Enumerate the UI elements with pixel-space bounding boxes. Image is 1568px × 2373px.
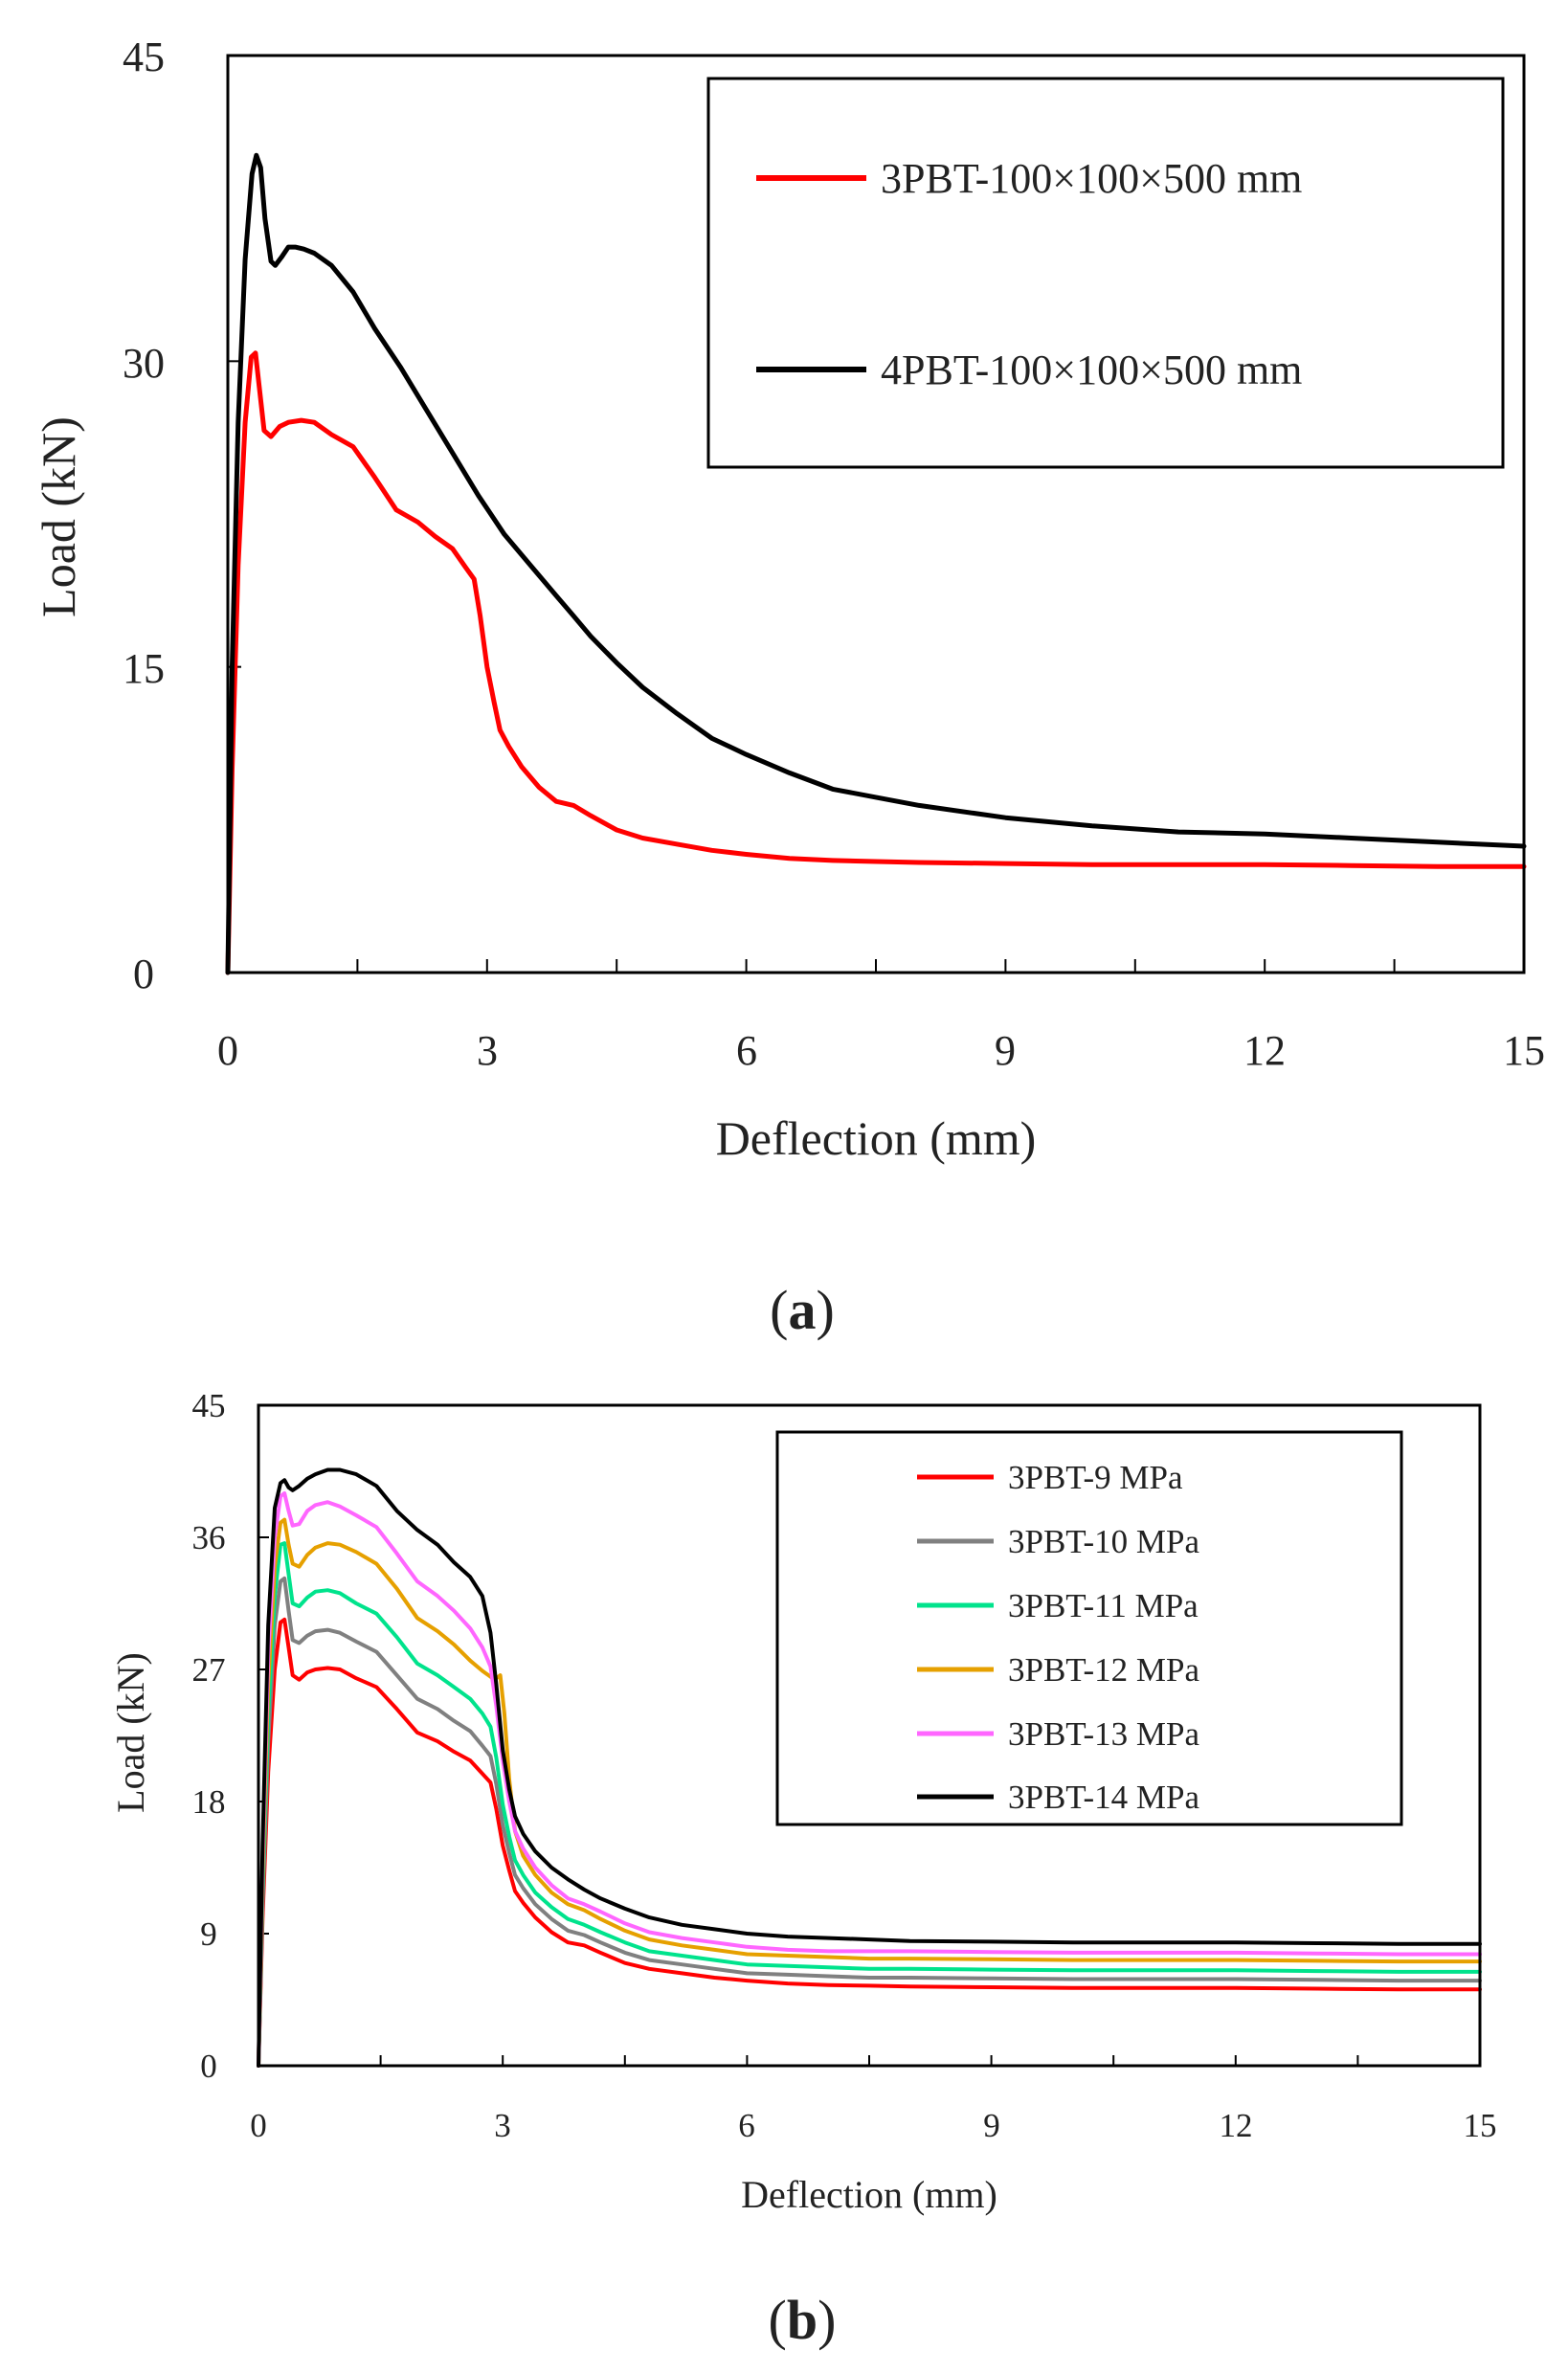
y-tick-labels: 0 15 30 45	[123, 34, 165, 997]
x-tick-label: 3	[477, 1027, 498, 1074]
panel-label-a: (a)	[770, 1279, 835, 1341]
series-line-3pbt-12-mpa	[257, 1517, 1482, 2068]
y-tick-label: 0	[133, 951, 154, 997]
legend-label-3pbt-9: 3PBT-9 MPa	[1008, 1459, 1183, 1496]
x-tick-labels: 0 3 6 9 12 15	[250, 2107, 1496, 2144]
plot-area-frame	[257, 1403, 1482, 2068]
legend-label-3pbt-10: 3PBT-10 MPa	[1008, 1523, 1199, 1560]
x-tick-label: 6	[736, 1027, 757, 1074]
series-line-3pbt-10-mpa	[257, 1576, 1482, 2068]
panel-label-b: (b)	[769, 2289, 837, 2351]
y-tick-label: 0	[200, 2048, 217, 2085]
plot-area-frame	[226, 54, 1526, 974]
x-tick-label: 15	[1464, 2107, 1497, 2144]
legend-label-4pbt-100: 4PBT-100×100×500 mm	[881, 347, 1302, 393]
legend-label-3pbt-11: 3PBT-11 MPa	[1008, 1587, 1198, 1624]
legend-box	[706, 77, 1505, 469]
x-tick-label: 9	[995, 1027, 1016, 1074]
x-tick-label: 12	[1243, 1027, 1286, 1074]
y-tick-label: 9	[200, 1915, 217, 1953]
series-line-3pbt-9-mpa	[257, 1617, 1482, 2068]
y-tick-labels: 0 9 18 27 36 45	[192, 1387, 226, 2085]
y-tick-label: 27	[192, 1651, 226, 1689]
x-tick-label: 0	[217, 1027, 238, 1074]
series-line-3pbt-14-mpa	[257, 1467, 1482, 2068]
legend-label-3pbt-100: 3PBT-100×100×500 mm	[881, 155, 1302, 202]
x-axis-title: Deflection (mm)	[741, 2173, 997, 2216]
legend: 3PBT-9 MPa 3PBT-10 MPa 3PBT-11 MPa 3PBT-…	[775, 1430, 1403, 1826]
y-axis-title: Load (kN)	[109, 1652, 152, 1813]
x-tick-label: 6	[738, 2107, 755, 2144]
chart-panel-a: 0 15 30 45 0 3 6 9 12 15 Deflection (mm)…	[32, 34, 1545, 1341]
series-line-3pbt-100-100-500-mm	[225, 350, 1527, 975]
legend-box	[775, 1430, 1403, 1826]
y-tick-label: 36	[192, 1519, 226, 1556]
legend-label-3pbt-12: 3PBT-12 MPa	[1008, 1651, 1199, 1689]
series-line-4pbt-100-100-500-mm	[225, 152, 1527, 975]
y-tick-label: 45	[192, 1387, 226, 1424]
y-tick-label: 18	[192, 1783, 226, 1821]
legend-label-3pbt-13: 3PBT-13 MPa	[1008, 1715, 1199, 1753]
legend-label-3pbt-14: 3PBT-14 MPa	[1008, 1779, 1199, 1816]
y-tick-label: 30	[123, 340, 165, 387]
y-tick-label: 15	[123, 645, 165, 692]
series-layer	[257, 1467, 1482, 2068]
x-axis-title: Deflection (mm)	[716, 1111, 1037, 1165]
x-tick-label: 0	[250, 2107, 267, 2144]
x-tick-label: 15	[1503, 1027, 1545, 1074]
y-axis-title: Load (kN)	[32, 416, 85, 617]
x-tick-label: 12	[1220, 2107, 1253, 2144]
series-line-3pbt-11-mpa	[257, 1541, 1482, 2068]
x-tick-label: 9	[983, 2107, 1000, 2144]
x-tick-labels: 0 3 6 9 12 15	[217, 1027, 1545, 1074]
series-layer	[225, 152, 1527, 975]
y-tick-label: 45	[123, 34, 165, 80]
legend: 3PBT-100×100×500 mm 4PBT-100×100×500 mm	[706, 77, 1505, 469]
chart-panel-b: 0 9 18 27 36 45 0 3 6 9 12 15 Deflection…	[109, 1387, 1497, 2351]
x-tick-label: 3	[494, 2107, 511, 2144]
